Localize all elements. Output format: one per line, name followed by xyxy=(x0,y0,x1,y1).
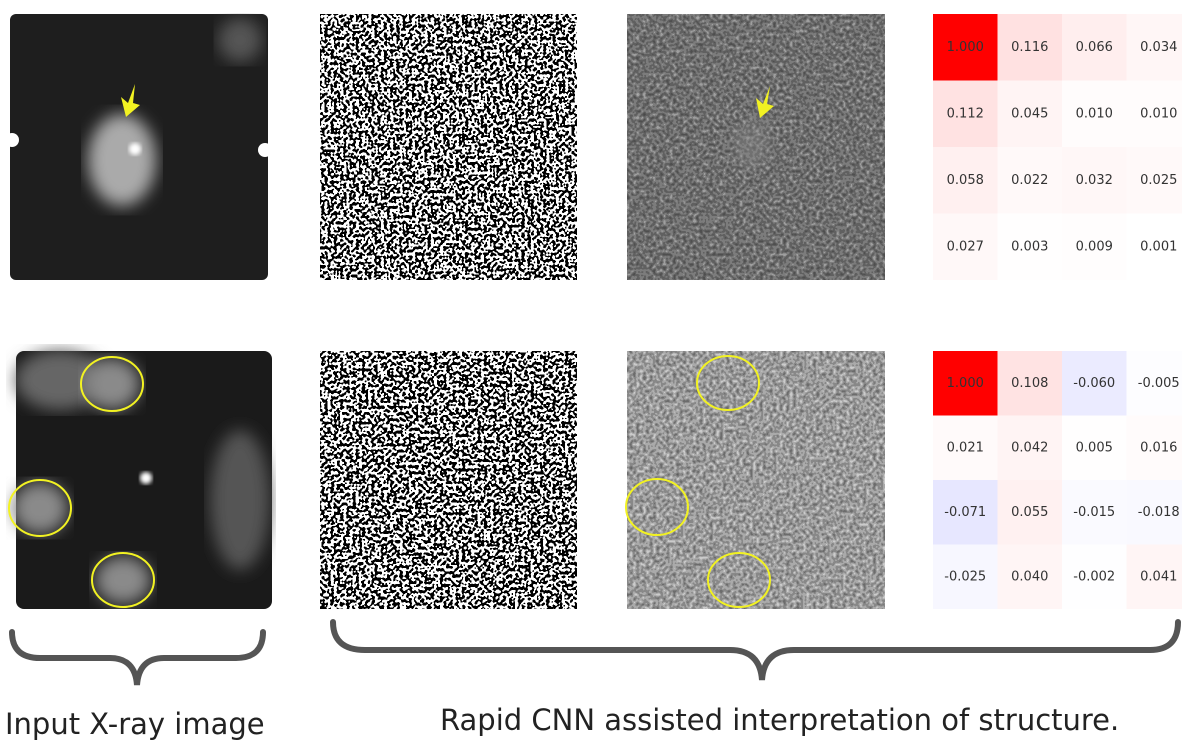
cell-value: 0.055 xyxy=(1011,505,1048,520)
binary-map-1 xyxy=(320,14,577,280)
cell-value: 0.112 xyxy=(947,106,984,121)
correlation-matrix-2: 1.000 0.108 -0.060 -0.005 0.021 0.042 0.005 0.0… xyxy=(933,351,1182,609)
cell-value: -0.025 xyxy=(944,569,986,584)
xray-image-1 xyxy=(5,14,272,280)
cell-value: 0.058 xyxy=(947,173,984,188)
cell-value: 0.010 xyxy=(1076,106,1113,121)
cell-value: 0.016 xyxy=(1140,440,1177,455)
cell-value: 0.003 xyxy=(1011,239,1048,254)
cell-value: 0.041 xyxy=(1140,569,1177,584)
cell-value: -0.005 xyxy=(1138,376,1180,391)
cell-value: 0.066 xyxy=(1076,40,1113,55)
cell-value: 0.034 xyxy=(1140,40,1177,55)
cell-value: 0.027 xyxy=(947,239,984,254)
cell-value: 0.009 xyxy=(1076,239,1113,254)
cell-value: 0.010 xyxy=(1140,106,1177,121)
cell-value: 0.022 xyxy=(1011,173,1048,188)
cell-value: -0.071 xyxy=(944,505,986,520)
cell-value: 0.021 xyxy=(947,440,984,455)
cell-value: -0.018 xyxy=(1138,505,1180,520)
page: 1.000 0.116 0.066 0.034 0.112 0.045 0.010 0.010… xyxy=(0,0,1182,744)
cell-value: -0.015 xyxy=(1073,505,1115,520)
cell-value: 0.045 xyxy=(1011,106,1048,121)
cell-value: 0.040 xyxy=(1011,569,1048,584)
activation-map-1 xyxy=(627,14,885,280)
caption-right: Rapid CNN assisted interpretation of str… xyxy=(440,703,1119,737)
cell-value: 0.001 xyxy=(1140,239,1177,254)
cell-value: 1.000 xyxy=(947,40,984,55)
cell-value: 0.108 xyxy=(1011,376,1048,391)
activation-map-2 xyxy=(626,351,885,609)
cell-value: 0.005 xyxy=(1076,440,1113,455)
correlation-matrix-1: 1.000 0.116 0.066 0.034 0.112 0.045 0.010 0.010… xyxy=(933,14,1182,280)
xray-image-2 xyxy=(9,350,272,609)
cell-value: -0.060 xyxy=(1073,376,1115,391)
brace-right xyxy=(333,622,1178,680)
cell-value: 0.042 xyxy=(1011,440,1048,455)
binary-map-2 xyxy=(320,351,577,609)
figure: 1.000 0.116 0.066 0.034 0.112 0.045 0.010 0.010… xyxy=(0,0,1182,744)
caption-left: Input X-ray image xyxy=(5,707,265,741)
cell-value: -0.002 xyxy=(1073,569,1115,584)
cell-value: 1.000 xyxy=(947,376,984,391)
cell-value: 0.032 xyxy=(1076,173,1113,188)
brace-left xyxy=(12,632,263,685)
cell-value: 0.025 xyxy=(1140,173,1177,188)
cell-value: 0.116 xyxy=(1011,40,1048,55)
